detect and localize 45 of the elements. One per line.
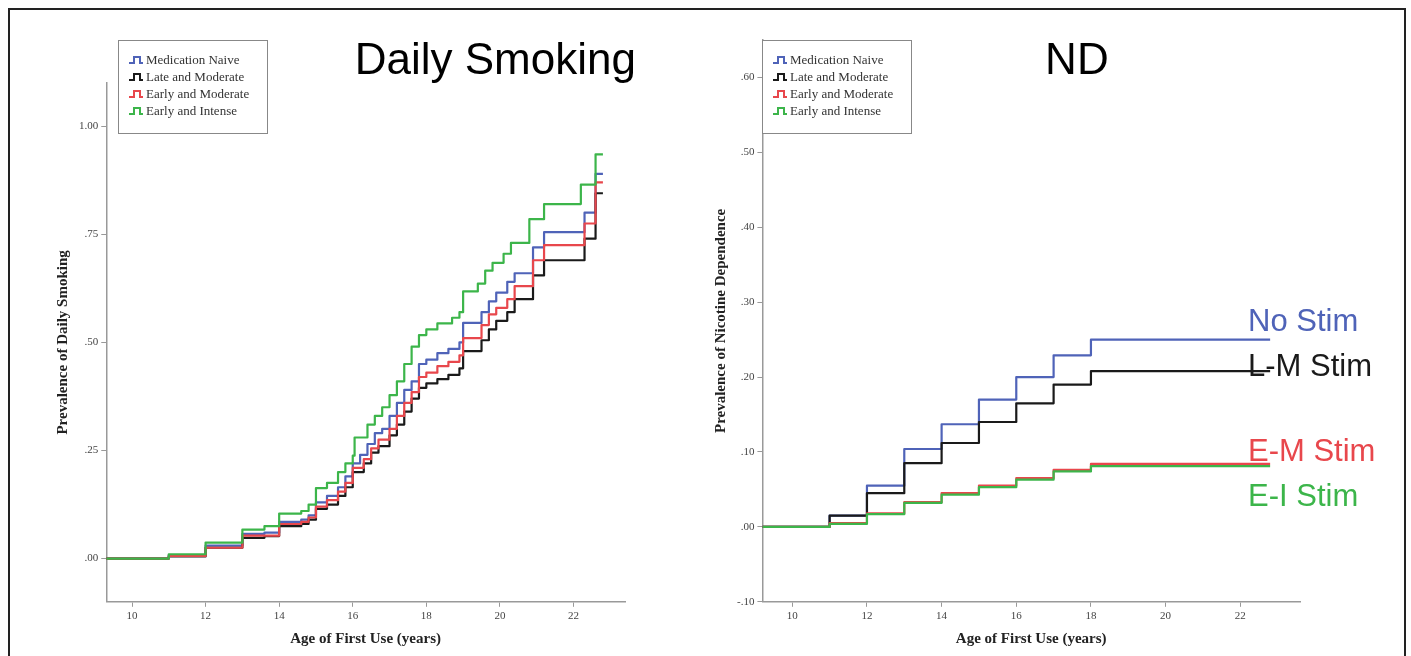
y-tick-label: 1.00 (79, 119, 99, 132)
annotation: E-M Stim (1248, 432, 1376, 468)
y-axis-title: Prevalence of Daily Smoking (53, 249, 70, 435)
x-tick-label: 14 (273, 609, 286, 622)
legend-label: Medication Naive (146, 51, 240, 68)
x-tick-label: 10 (126, 609, 138, 622)
annotation: L-M Stim (1248, 347, 1372, 383)
legend-label: Early and Intense (146, 102, 237, 119)
y-tick-label: .40 (740, 220, 755, 233)
x-tick-label: 12 (200, 609, 212, 622)
y-tick-label: .10 (740, 444, 755, 457)
x-tick-label: 18 (1085, 609, 1097, 622)
x-tick-label: 22 (567, 609, 579, 622)
x-tick-label: 22 (1234, 609, 1246, 622)
x-tick-label: 16 (1010, 609, 1023, 622)
legend-label: Early and Moderate (790, 85, 894, 102)
y-tick-label: .30 (740, 295, 755, 308)
y-axis-title: Prevalence of Nicotine Dependence (711, 208, 728, 434)
y-tick-label: .00 (740, 519, 755, 532)
legend-label: Early and Moderate (146, 85, 250, 102)
x-tick-label: 16 (347, 609, 359, 622)
x-tick-label: 14 (936, 609, 948, 622)
x-tick-label: 20 (1160, 609, 1172, 622)
y-tick-label: .75 (84, 227, 99, 240)
y-tick-label: -.10 (736, 594, 755, 607)
y-tick-label: .60 (740, 70, 755, 83)
x-axis-title: Age of First Use (years) (955, 629, 1107, 647)
legend-label: Medication Naive (790, 51, 884, 68)
x-tick-label: 12 (861, 609, 873, 622)
annotation: No Stim (1248, 302, 1359, 338)
legend-label: Late and Moderate (146, 68, 245, 85)
chart-title: Daily Smoking (354, 34, 636, 84)
y-tick-label: .00 (84, 551, 99, 564)
x-tick-label: 10 (786, 609, 799, 622)
chart-title: ND (1045, 34, 1109, 84)
legend-label: Early and Intense (790, 102, 881, 119)
y-tick-label: .50 (84, 335, 99, 348)
legend-label: Late and Moderate (790, 68, 889, 85)
x-tick-label: 18 (420, 609, 433, 622)
annotation: E-I Stim (1248, 477, 1359, 513)
y-tick-label: .50 (740, 145, 755, 158)
x-axis-title: Age of First Use (years) (290, 629, 442, 647)
y-tick-label: .20 (740, 369, 755, 382)
y-tick-label: .25 (84, 443, 99, 456)
x-tick-label: 20 (494, 609, 506, 622)
